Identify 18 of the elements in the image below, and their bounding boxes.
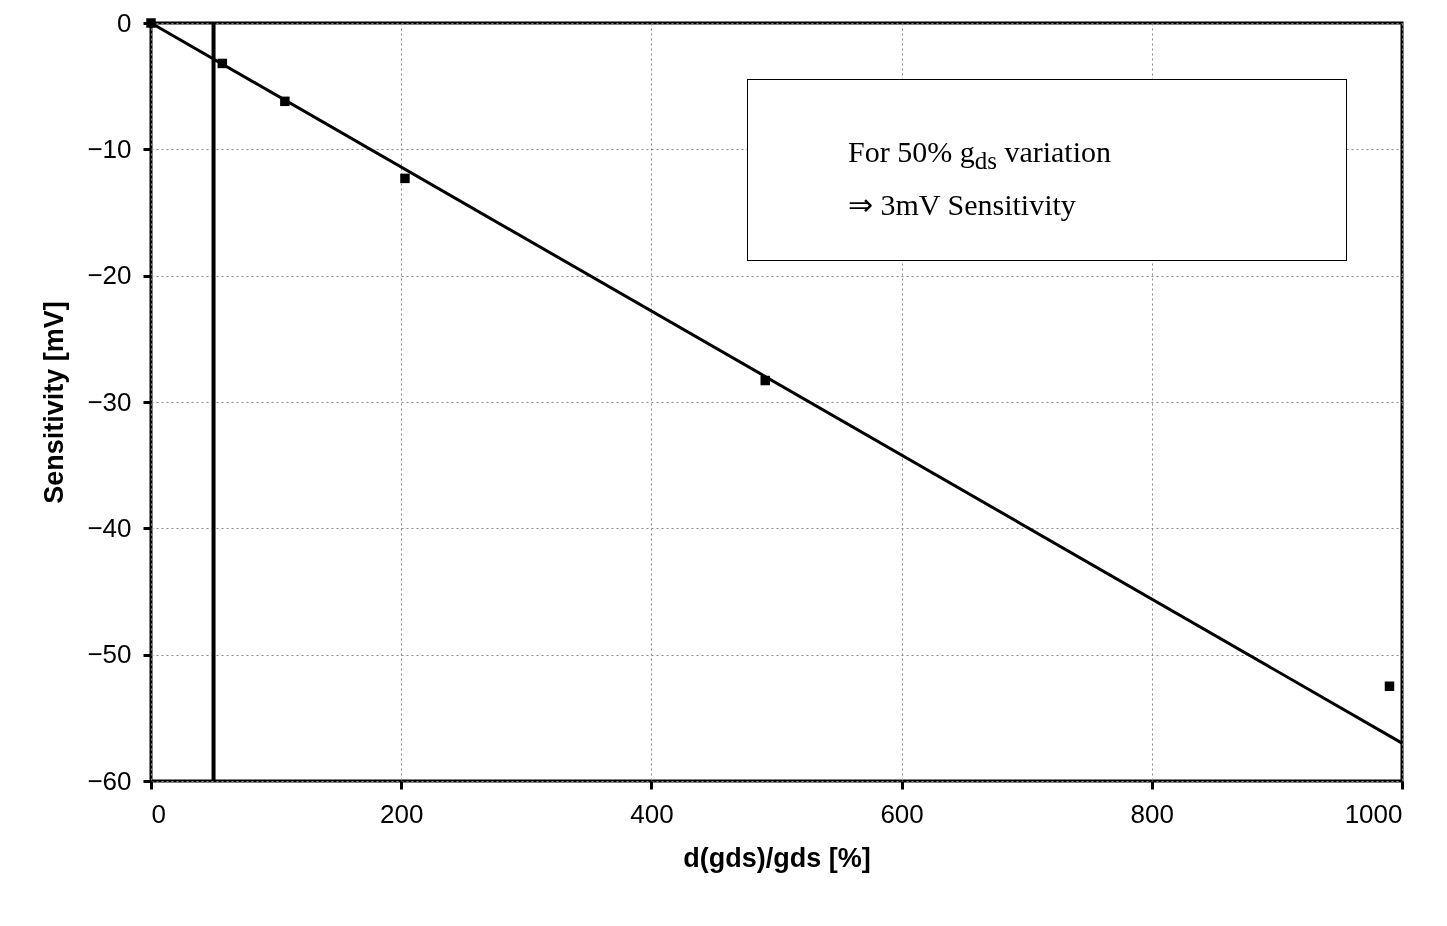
y-tick-label: −60 xyxy=(87,765,132,796)
x-tick-label: 1000 xyxy=(1344,798,1403,829)
x-tick-label: 600 xyxy=(880,798,924,829)
text-box: For 50% g$_{ds}$ variation ⇒ 3mV Sensitivity xyxy=(747,79,1347,261)
y-tick-label: −30 xyxy=(87,386,132,417)
y-axis-title: Sensitivity [mV] xyxy=(39,301,70,504)
y-tick-label: −50 xyxy=(87,639,132,670)
y-tick-label: −20 xyxy=(87,260,132,291)
y-tick-label: −40 xyxy=(87,512,132,543)
y-tick-label: 0 xyxy=(117,7,132,38)
y-tick-label: −10 xyxy=(87,133,132,164)
annotation: ⇒ 3mV Sensitivity xyxy=(848,187,1077,223)
x-tick-label: 800 xyxy=(1130,798,1174,829)
x-tick-label: 400 xyxy=(630,798,674,829)
annotation: For 50% g$_{ds}$ variation xyxy=(848,134,1113,176)
x-tick-label: 0 xyxy=(151,798,166,829)
x-axis-title: d(gds)/gds [%] xyxy=(683,842,871,873)
x-tick-label: 200 xyxy=(380,798,424,829)
